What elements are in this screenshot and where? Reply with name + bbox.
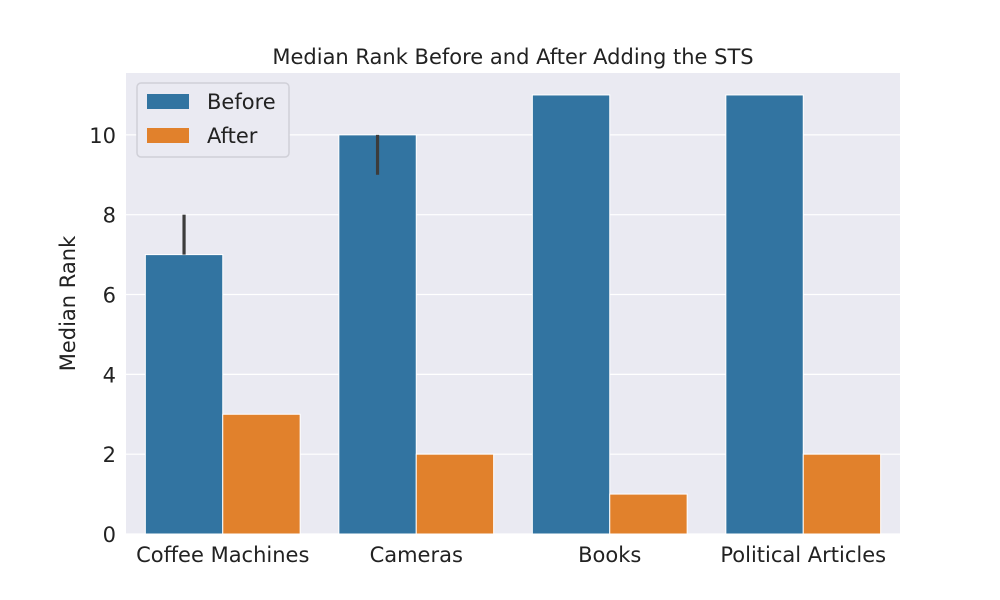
x-tick-label-3: Political Articles — [720, 543, 886, 567]
error-bars — [182, 134, 380, 255]
bar-before-2 — [531, 94, 611, 535]
x-tick-label-2: Books — [578, 543, 641, 567]
bars — [144, 94, 882, 535]
y-tick-label-2: 4 — [103, 363, 116, 387]
legend-swatch-after — [147, 128, 189, 143]
bar-after-3 — [802, 453, 882, 535]
y-tick-labels: 0 2 4 6 8 10 — [89, 124, 116, 547]
x-tick-label-1: Cameras — [370, 543, 463, 567]
y-tick-label-4: 8 — [103, 204, 116, 228]
legend-label-after: After — [207, 124, 258, 148]
x-tick-label-0: Coffee Machines — [136, 543, 309, 567]
legend-label-before: Before — [207, 90, 276, 114]
y-tick-label-0: 0 — [103, 523, 116, 547]
x-tick-labels: Coffee Machines Cameras Books Political Art… — [136, 543, 886, 567]
bar-before-0 — [144, 254, 224, 535]
y-axis-title: Median Rank — [56, 235, 80, 371]
y-tick-label-1: 2 — [103, 443, 116, 467]
legend: Before After — [136, 82, 290, 158]
bar-before-3 — [725, 94, 804, 535]
bar-after-1 — [415, 453, 495, 535]
chart-title: Median Rank Before and After Adding the … — [272, 45, 753, 69]
y-tick-label-3: 6 — [103, 284, 116, 308]
bar-after-0 — [222, 413, 301, 535]
bar-after-2 — [609, 493, 688, 535]
legend-swatch-before — [147, 94, 189, 109]
y-tick-label-5: 10 — [89, 124, 116, 148]
bar-before-1 — [338, 134, 417, 535]
